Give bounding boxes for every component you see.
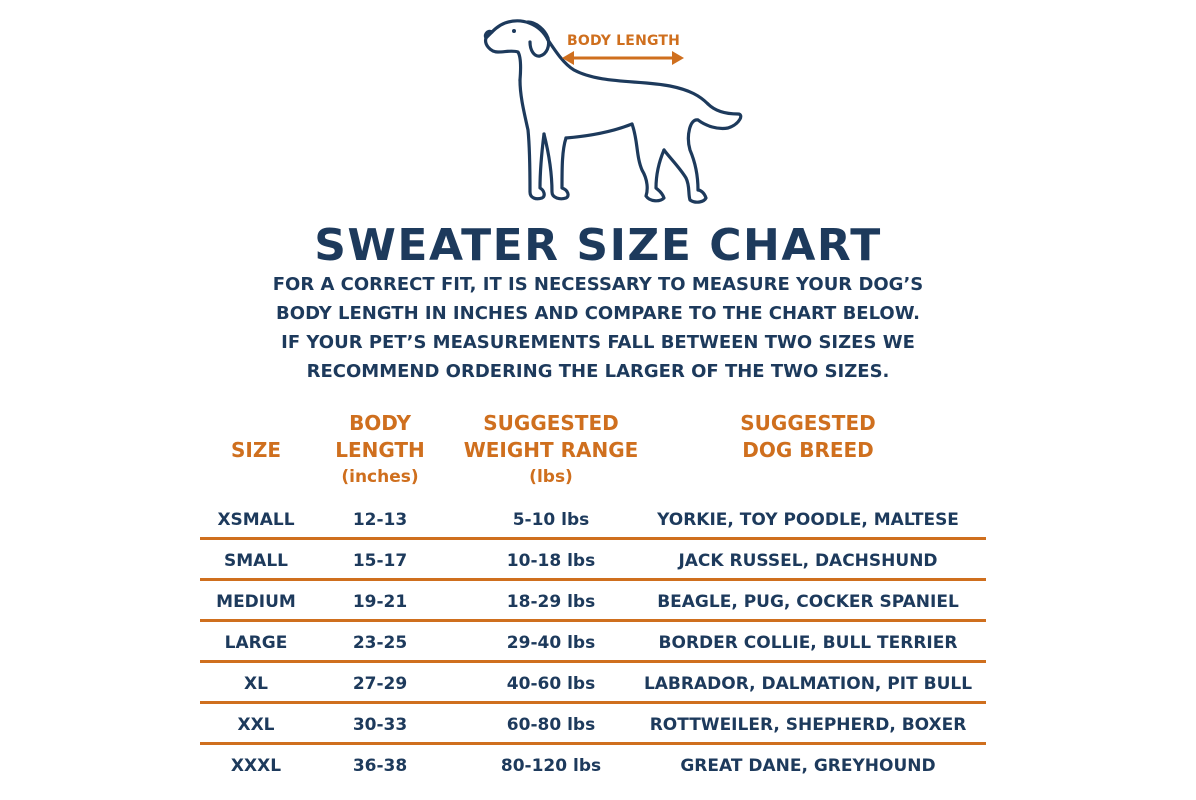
table-row: XSMALL 12-13 5-10 lbs YORKIE, TOY POODLE… [200,498,986,540]
breed-cell: ROTTWEILER, SHEPHERD, BOXER [649,715,967,735]
size-cell: XSMALL [217,510,295,530]
breed-cell: LABRADOR, DALMATION, PIT BULL [643,674,973,694]
weight-cell: 18-29 lbs [506,592,596,612]
header-weight-range: SUGGESTED WEIGHT RANGE (lbs) [463,411,639,487]
table-row: XL 27-29 40-60 lbs LABRADOR, DALMATION, … [200,662,986,704]
breed-cell: BORDER COLLIE, BULL TERRIER [658,633,958,653]
size-cell: SMALL [224,551,288,571]
length-cell: 27-29 [352,674,408,694]
size-cell: LARGE [224,633,288,653]
page-title: SWEATER SIZE CHART [314,220,882,271]
double-arrow-icon [562,51,684,65]
table-row: XXXL 36-38 80-120 lbs GREAT DANE, GREYHO… [200,744,986,785]
size-cell: MEDIUM [216,592,296,612]
instructions-line: IF YOUR PET’S MEASUREMENTS FALL BETWEEN … [281,332,915,353]
breed-cell: YORKIE, TOY POODLE, MALTESE [657,510,959,530]
size-cell: XXL [237,715,275,735]
table-row: SMALL 15-17 10-18 lbs JACK RUSSEL, DACHS… [200,539,986,581]
header-dog-breed: SUGGESTED DOG BREED [740,411,876,462]
table-row: XXL 30-33 60-80 lbs ROTTWEILER, SHEPHERD… [200,703,986,745]
instructions-line: FOR A CORRECT FIT, IT IS NECESSARY TO ME… [272,274,924,295]
length-cell: 30-33 [352,715,408,735]
length-cell: 15-17 [352,551,408,571]
length-cell: 36-38 [352,756,408,776]
instructions-line: BODY LENGTH IN INCHES AND COMPARE TO THE… [276,303,920,324]
weight-cell: 5-10 lbs [512,510,590,530]
size-cell: XL [244,674,268,694]
dog-outline-icon [483,19,743,204]
length-cell: 23-25 [352,633,408,653]
body-length-annotation: BODY LENGTH [567,33,681,49]
size-cell: XXXL [230,756,282,776]
length-cell: 19-21 [352,592,408,612]
weight-cell: 40-60 lbs [506,674,596,694]
breed-cell: BEAGLE, PUG, COCKER SPANIEL [657,592,959,612]
weight-cell: 60-80 lbs [506,715,596,735]
weight-cell: 29-40 lbs [506,633,596,653]
instructions-line: RECOMMEND ORDERING THE LARGER OF THE TWO… [306,361,890,382]
weight-cell: 80-120 lbs [500,756,602,776]
header-body-length: BODY LENGTH (inches) [335,411,425,487]
breed-cell: JACK RUSSEL, DACHSHUND [678,551,938,571]
table-row: MEDIUM 19-21 18-29 lbs BEAGLE, PUG, COCK… [200,580,986,622]
size-table: XSMALL 12-13 5-10 lbs YORKIE, TOY POODLE… [200,498,986,785]
breed-cell: GREAT DANE, GREYHOUND [680,756,936,776]
table-row: LARGE 23-25 29-40 lbs BORDER COLLIE, BUL… [200,621,986,663]
instructions: FOR A CORRECT FIT, IT IS NECESSARY TO ME… [198,270,998,386]
header-size: SIZE [230,438,281,462]
weight-cell: 10-18 lbs [506,551,596,571]
length-cell: 12-13 [352,510,408,530]
